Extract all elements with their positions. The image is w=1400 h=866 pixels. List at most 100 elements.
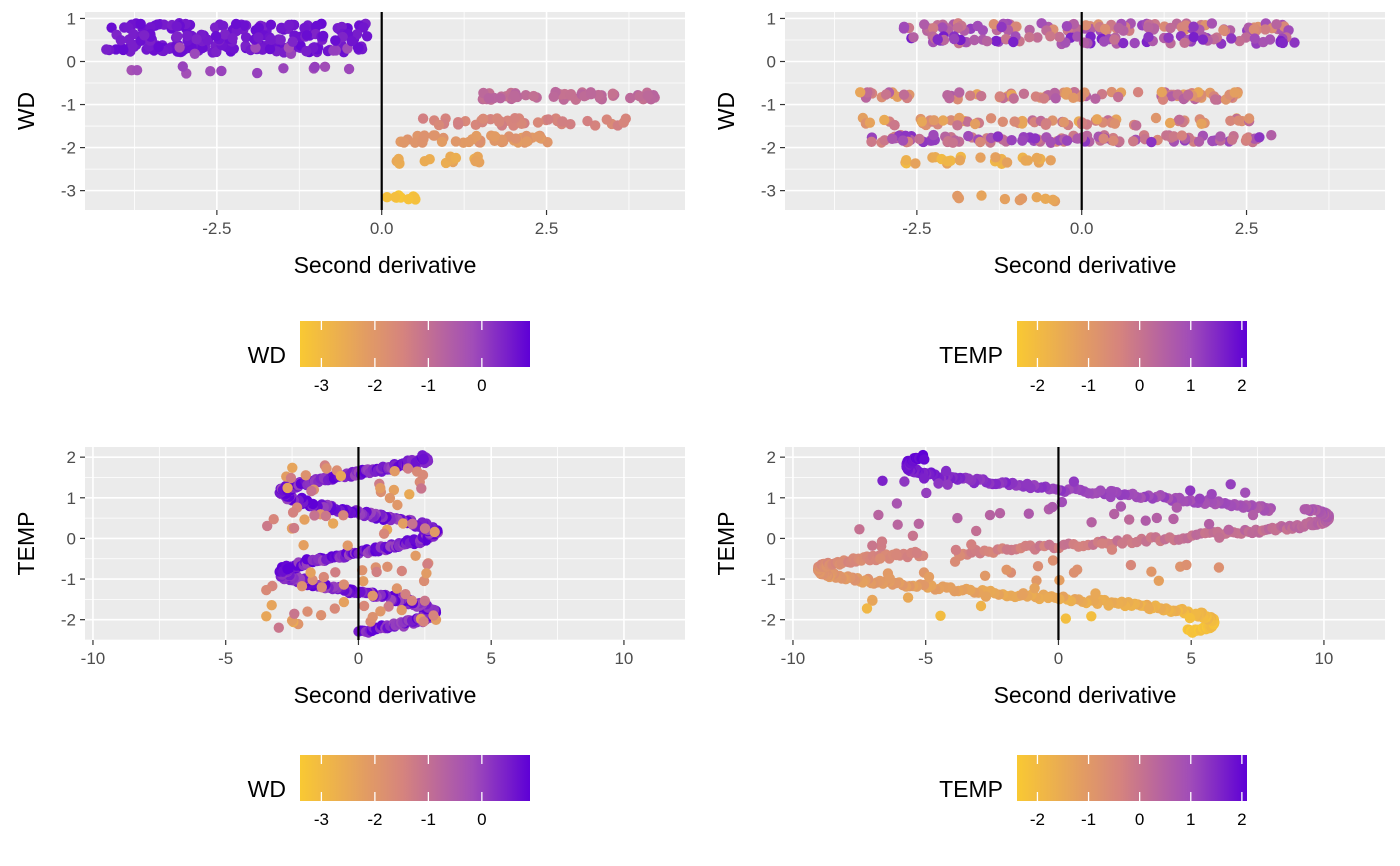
x-tick-label: 0 [354, 649, 363, 668]
data-point [1072, 133, 1083, 144]
data-point [1109, 508, 1120, 520]
legend-tick-label: 0 [477, 810, 486, 829]
data-point [1240, 487, 1251, 498]
legend-tick-label: -2 [1030, 810, 1045, 829]
data-point [1115, 501, 1127, 512]
data-point [918, 473, 930, 484]
data-point [450, 136, 462, 147]
data-point [301, 30, 313, 41]
x-axis-title: Second derivative [994, 252, 1177, 278]
data-point [428, 130, 439, 141]
data-point [913, 518, 924, 529]
data-point [950, 544, 962, 556]
data-point [289, 608, 300, 619]
y-tick-label: 1 [67, 9, 76, 28]
data-point [1022, 478, 1033, 490]
data-point [367, 611, 378, 623]
data-point [963, 130, 974, 142]
data-point [346, 36, 357, 47]
data-point [864, 117, 876, 128]
data-point [1017, 135, 1028, 146]
data-point [288, 522, 300, 534]
data-point [854, 524, 865, 535]
data-point [330, 35, 341, 46]
data-point [1032, 32, 1043, 43]
data-point [239, 20, 250, 31]
data-point [875, 553, 886, 564]
data-point [1113, 22, 1124, 34]
data-point [899, 476, 910, 487]
x-tick-label: 2.5 [535, 219, 559, 238]
data-point [1054, 31, 1065, 43]
data-point [911, 547, 923, 559]
data-point [952, 512, 963, 524]
data-point [954, 87, 965, 98]
legend-tick-label: -3 [314, 376, 329, 395]
data-point [1146, 566, 1157, 577]
data-point [582, 115, 593, 127]
data-point [876, 536, 888, 547]
data-point [914, 133, 925, 145]
legend-tick-label: -2 [367, 376, 382, 395]
data-point [389, 466, 400, 477]
data-point [1176, 130, 1188, 141]
legend-tick-label: -1 [1081, 810, 1096, 829]
data-point [1271, 19, 1282, 30]
data-point [1031, 192, 1042, 203]
data-point [590, 120, 601, 131]
x-axis-title: Second derivative [294, 682, 477, 708]
data-point [880, 89, 892, 100]
data-point [979, 570, 991, 581]
data-point [470, 156, 481, 167]
data-point [1241, 133, 1253, 144]
data-point [1156, 86, 1168, 98]
data-point [919, 19, 930, 30]
data-point [375, 606, 386, 617]
data-point [1171, 502, 1183, 513]
y-tick-label: -3 [761, 182, 776, 201]
data-point [1099, 23, 1111, 35]
data-point [1086, 611, 1097, 622]
data-point [240, 32, 252, 43]
data-point [338, 510, 349, 521]
data-point [418, 453, 429, 465]
data-point [378, 528, 390, 539]
data-point [1203, 518, 1215, 530]
data-point [884, 573, 895, 584]
data-point [861, 603, 873, 614]
data-point [463, 136, 475, 148]
data-point [338, 579, 350, 590]
data-point [533, 131, 544, 142]
data-point [285, 472, 297, 484]
x-tick-label: -2.5 [202, 219, 231, 238]
data-point [1188, 21, 1199, 32]
data-point [994, 508, 1006, 519]
x-axis-title: Second derivative [294, 252, 477, 278]
data-point [1060, 613, 1072, 624]
data-point [250, 42, 261, 53]
legend-colorbar [300, 755, 530, 801]
data-point [1194, 493, 1205, 504]
color-legend: WD -3 -2 -1 0 [248, 321, 530, 395]
data-point [879, 135, 890, 146]
data-point [980, 591, 992, 602]
y-tick-label: -1 [761, 570, 776, 589]
legend-title: WD [248, 342, 286, 368]
legend-tick-label: 1 [1186, 810, 1195, 829]
data-point [1038, 93, 1050, 104]
points [101, 18, 660, 205]
data-point [1014, 195, 1025, 206]
data-point [1213, 562, 1225, 573]
data-point [1150, 112, 1162, 124]
y-tick-label: 0 [767, 529, 776, 548]
color-legend: TEMP -2 -1 0 1 2 [939, 755, 1247, 829]
data-point [419, 130, 430, 141]
data-point [1113, 91, 1124, 103]
x-tick-label: 2.5 [1235, 219, 1259, 238]
legend-tick-label: 1 [1186, 376, 1195, 395]
data-point [384, 492, 396, 504]
data-point [219, 29, 231, 40]
data-point [1254, 132, 1265, 143]
